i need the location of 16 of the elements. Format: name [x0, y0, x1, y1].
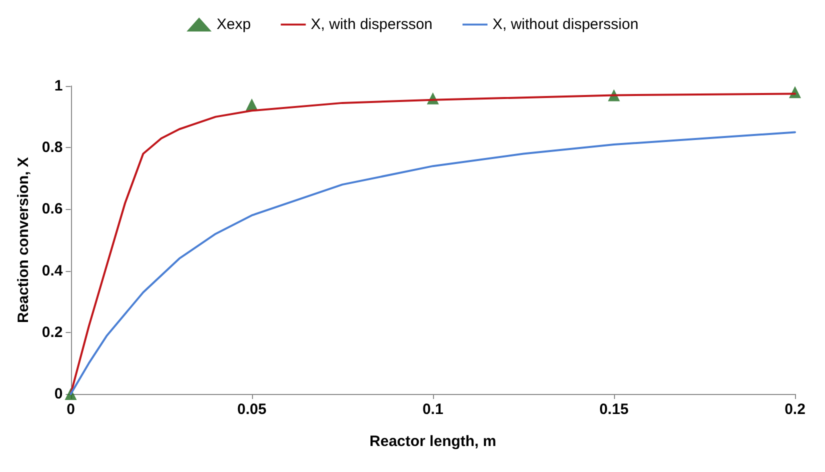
y-axis-title: Reaction conversion, X — [15, 157, 32, 323]
y-tick-label: 0.8 — [42, 139, 63, 156]
x-tick-label: 0.2 — [784, 401, 806, 418]
x-tick-label: 0.15 — [599, 401, 629, 418]
x-tick-label: 0.1 — [422, 401, 444, 418]
y-tick-label: 0 — [54, 386, 63, 402]
x-axis-title: Reactor length, m — [370, 433, 496, 450]
y-tick-label: 0.6 — [42, 200, 63, 218]
x-tick-label: 0.05 — [237, 401, 266, 418]
legend-label: X, without disperssion — [492, 16, 638, 33]
y-tick-label: 1 — [54, 78, 63, 94]
legend-label: Xexp — [216, 16, 251, 33]
y-tick-label: 0.4 — [42, 262, 64, 280]
y-tick-label: 0.2 — [42, 324, 63, 341]
x-tick-label: 0 — [66, 401, 75, 418]
legend-label: X, with dispersson — [310, 16, 433, 33]
